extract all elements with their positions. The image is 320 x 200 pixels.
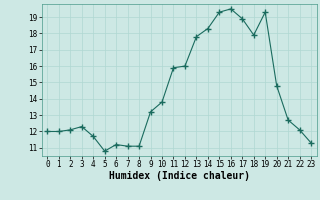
X-axis label: Humidex (Indice chaleur): Humidex (Indice chaleur): [109, 171, 250, 181]
